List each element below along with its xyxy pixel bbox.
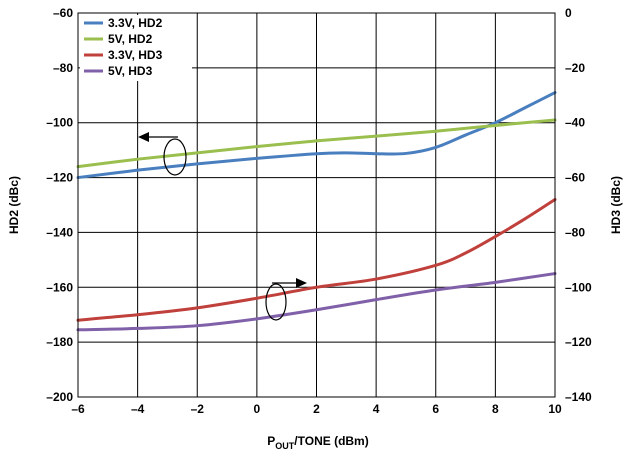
series-line-4: [76, 272, 557, 332]
y-right-tick-label: –80: [565, 225, 585, 239]
x-tick-label: 4: [373, 402, 380, 416]
y-left-tick-label: –140: [46, 225, 73, 239]
y-left-tick-label: –200: [46, 390, 73, 404]
y-right-tick-label: –100: [565, 280, 592, 294]
x-tick-label: 2: [313, 402, 320, 416]
y-right-tick-label: –120: [565, 335, 592, 349]
grid-lines: [78, 13, 555, 397]
tick-labels: –6 –4 –2 0 2 4 6 8 10–60–80–100–120–140–160–180–…: [46, 6, 592, 416]
plot-frame: [77, 12, 556, 398]
x-tick-label: 8: [492, 402, 499, 416]
hd2-axis-marker: [138, 132, 187, 176]
legend-entry: 5V, HD3: [108, 64, 153, 78]
series-line-3: [76, 198, 557, 322]
y-right-tick-label: –40: [565, 116, 585, 130]
series-layer: [76, 91, 557, 332]
y-right-tick-label: 0: [565, 6, 572, 20]
legend: 3.3V, HD2 5V, HD2 3.3V, HD3 5V, HD3: [80, 15, 192, 81]
y-left-tick-label: –80: [53, 61, 73, 75]
legend-entry: 3.3V, HD2: [108, 16, 163, 30]
y-axis-left-title: HD2 (dBc): [7, 176, 21, 234]
y-right-tick-label: –140: [565, 390, 592, 404]
series-line-1: [76, 91, 557, 180]
y-left-tick-label: –60: [53, 6, 73, 20]
y-right-tick-label: –20: [565, 61, 585, 75]
hd3-axis-marker: [265, 278, 307, 321]
y-left-tick-label: –100: [46, 116, 73, 130]
legend-entry: 5V, HD2: [108, 32, 153, 46]
y-left-tick-label: –180: [46, 335, 73, 349]
x-axis-title: POUT/TONE (dBm): [267, 434, 368, 451]
y-right-tick-label: –60: [565, 171, 585, 185]
legend-entry: 3.3V, HD3: [108, 48, 163, 62]
x-tick-label: –6: [71, 402, 85, 416]
x-tick-label: 6: [432, 402, 439, 416]
x-tick-label: –2: [191, 402, 205, 416]
y-left-tick-label: –160: [46, 280, 73, 294]
series-line-2: [76, 118, 557, 169]
y-axis-right-title: HD3 (dBc): [609, 176, 623, 234]
x-tick-label: 10: [548, 402, 562, 416]
y-left-tick-label: –120: [46, 171, 73, 185]
x-tick-label: 0: [254, 402, 261, 416]
x-tick-label: –4: [131, 402, 145, 416]
